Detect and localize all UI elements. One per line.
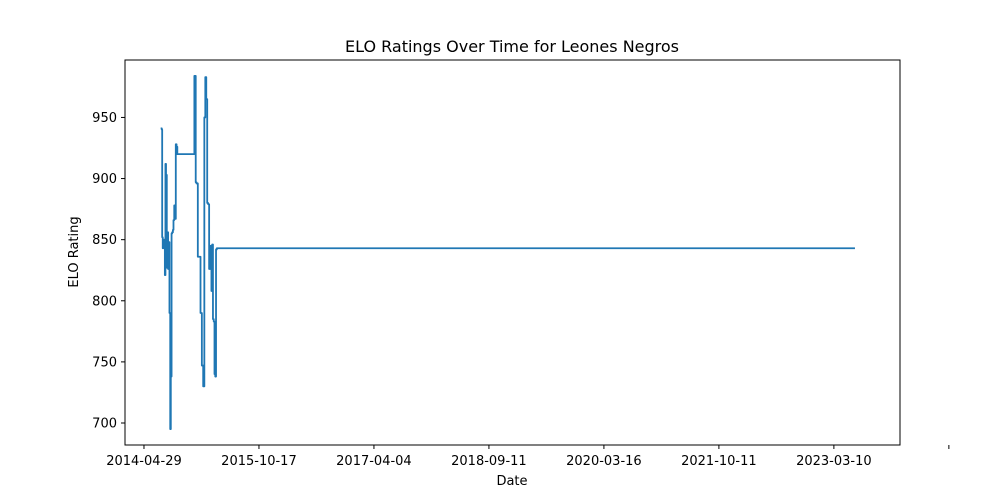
elo-series-line — [160, 74, 855, 431]
axes-frame — [124, 59, 901, 446]
x-tick-label: 2018-09-11 — [451, 454, 527, 469]
x-axis-label: Date — [496, 474, 527, 489]
y-tick-label: 950 — [92, 111, 117, 126]
x-tick-label: 2017-04-04 — [336, 454, 412, 469]
x-axis: 2014-04-29 2015-10-17 2017-04-04 2018-09-11… — [106, 445, 950, 469]
y-axis: 700 750 800 850 900 950 — [92, 111, 125, 432]
chart-title: ELO Ratings Over Time for Leones Negros — [345, 37, 679, 56]
y-axis-label: ELO Rating — [67, 216, 82, 287]
y-tick-label: 900 — [92, 172, 117, 187]
y-tick-label: 700 — [92, 417, 117, 432]
x-tick-label: 2015-10-17 — [221, 454, 297, 469]
y-tick-label: 750 — [92, 355, 117, 370]
x-tick-label: 2014-04-29 — [106, 454, 182, 469]
x-tick-label: 2021-10-11 — [681, 454, 757, 469]
x-tick-label: 2020-03-16 — [566, 454, 642, 469]
y-tick-label: 800 — [92, 294, 117, 309]
y-tick-label: 850 — [92, 233, 117, 248]
x-tick-label: 2023-03-10 — [796, 454, 872, 469]
plot-area — [160, 74, 855, 431]
